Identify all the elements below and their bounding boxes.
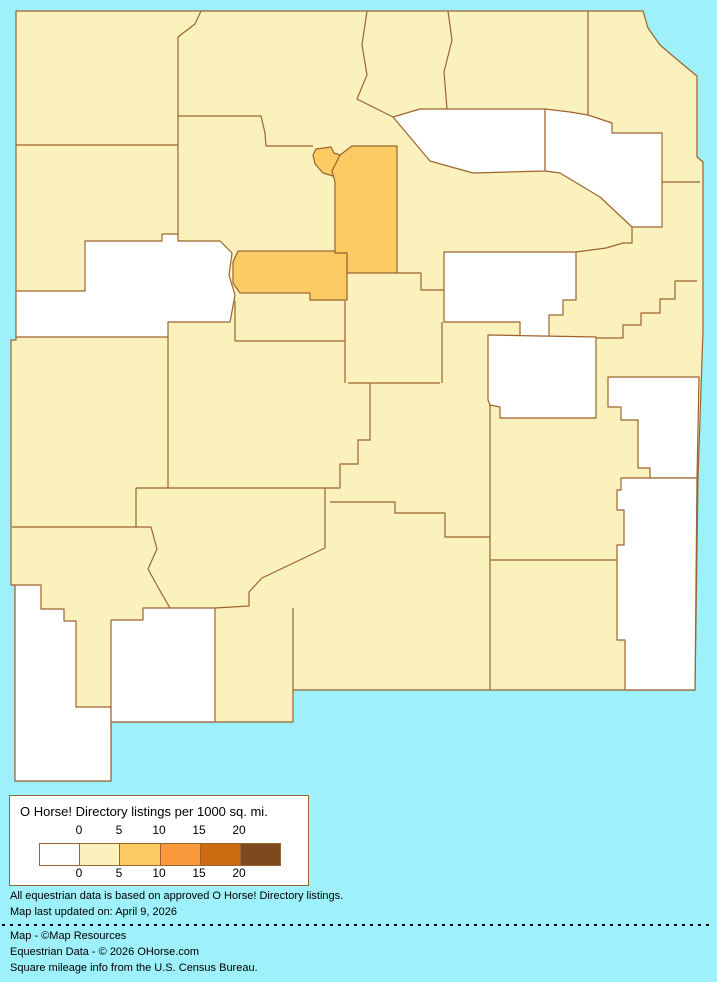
legend-tick-label: 10 [152, 866, 166, 880]
legend-swatch [199, 844, 240, 865]
county-boundary-line [596, 280, 697, 339]
note-data-source: All equestrian data is based on approved… [10, 890, 344, 902]
legend-swatch [40, 844, 80, 865]
note-last-updated: Map last updated on: April 9, 2026 [10, 906, 177, 918]
legend-title: O Horse! Directory listings per 1000 sq.… [20, 804, 268, 819]
legend-swatch [119, 844, 160, 865]
legend-tick-label: 5 [115, 823, 123, 837]
county-boundary-line [214, 488, 326, 609]
legend-tick-label: 10 [152, 823, 166, 837]
legend-swatch [159, 844, 200, 865]
county-boundary-line [356, 10, 394, 118]
legend-color-ramp [39, 843, 281, 866]
legend-tick-label: 15 [192, 866, 206, 880]
county-de-baca [487, 334, 597, 419]
credit-map: Map - ©Map Resources [10, 930, 127, 942]
dashed-separator [2, 924, 714, 926]
legend-tick-label: 5 [115, 866, 123, 880]
legend-tick-label: 0 [75, 866, 83, 880]
county-boundary-line [575, 227, 633, 253]
credit-equestrian-data: Equestrian Data - © 2026 OHorse.com [10, 946, 200, 958]
county-roosevelt [607, 376, 700, 479]
county-boundary-line [397, 272, 444, 291]
county-bernalillo [232, 250, 348, 301]
county-harding [544, 108, 663, 228]
county-boundary-line [147, 526, 171, 609]
county-luna [110, 607, 216, 723]
legend-tick-label: 15 [192, 823, 206, 837]
legend-swatch [239, 844, 281, 865]
county-boundary-line [178, 115, 313, 147]
county-boundary-line [177, 10, 202, 145]
legend-tick-label: 0 [75, 823, 83, 837]
legend-tick-label: 20 [232, 823, 246, 837]
legend-box: O Horse! Directory listings per 1000 sq.… [9, 795, 309, 886]
credit-census: Square mileage info from the U.S. Census… [10, 962, 258, 974]
legend-swatch [79, 844, 120, 865]
county-hidalgo [14, 584, 112, 782]
county-guadalupe [443, 251, 577, 338]
county-boundary-line [136, 383, 371, 489]
county-boundary-line [443, 10, 453, 110]
county-lea [616, 477, 698, 691]
legend-tick-label: 20 [232, 866, 246, 880]
county-cibola [15, 233, 236, 338]
